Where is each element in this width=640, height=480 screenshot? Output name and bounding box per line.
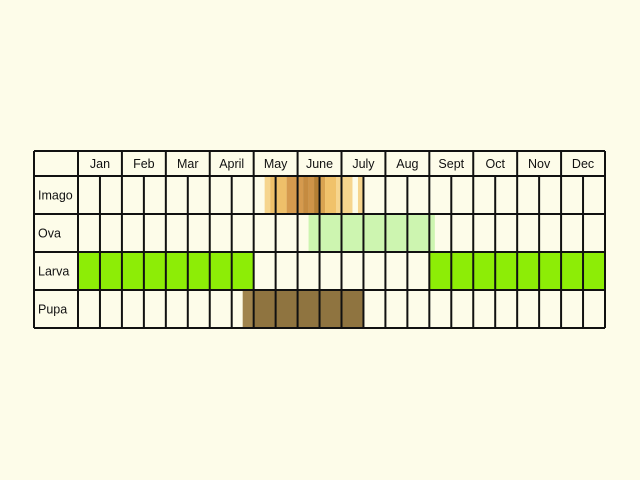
stage-span-imago-9 bbox=[357, 176, 364, 214]
month-label: Dec bbox=[572, 157, 594, 171]
month-label: Oct bbox=[485, 157, 505, 171]
month-label: Aug bbox=[396, 157, 418, 171]
stage-span-imago-3 bbox=[303, 176, 309, 214]
month-label: Nov bbox=[528, 157, 551, 171]
stage-fills bbox=[78, 176, 605, 328]
month-label: Feb bbox=[133, 157, 155, 171]
stage-span-imago-2 bbox=[286, 176, 304, 214]
stage-label: Pupa bbox=[38, 303, 67, 317]
stage-label: Ova bbox=[38, 227, 61, 241]
grid-lines bbox=[33, 150, 606, 329]
month-label: Mar bbox=[177, 157, 199, 171]
labels: Jan Feb Mar April May June July Aug Sept Oct Nov De… bbox=[38, 157, 594, 317]
stage-span-pupa-0 bbox=[242, 290, 254, 328]
month-label: April bbox=[219, 157, 244, 171]
stage-span-imago-0 bbox=[264, 176, 271, 214]
month-label: May bbox=[264, 157, 288, 171]
month-label: June bbox=[306, 157, 333, 171]
stage-span-imago-5 bbox=[314, 176, 320, 214]
month-label: Sept bbox=[438, 157, 464, 171]
stage-span-pupa-1 bbox=[253, 290, 364, 328]
month-label: July bbox=[352, 157, 375, 171]
stage-span-imago-7 bbox=[325, 176, 337, 214]
stage-span-imago-6 bbox=[319, 176, 326, 214]
stage-span-imago-4 bbox=[308, 176, 315, 214]
stage-label: Imago bbox=[38, 189, 73, 203]
stage-span-ova-0 bbox=[308, 214, 435, 252]
month-label: Jan bbox=[90, 157, 110, 171]
stage-span-imago-8 bbox=[336, 176, 353, 214]
stage-label: Larva bbox=[38, 265, 69, 279]
stage-span-imago-1 bbox=[270, 176, 287, 214]
